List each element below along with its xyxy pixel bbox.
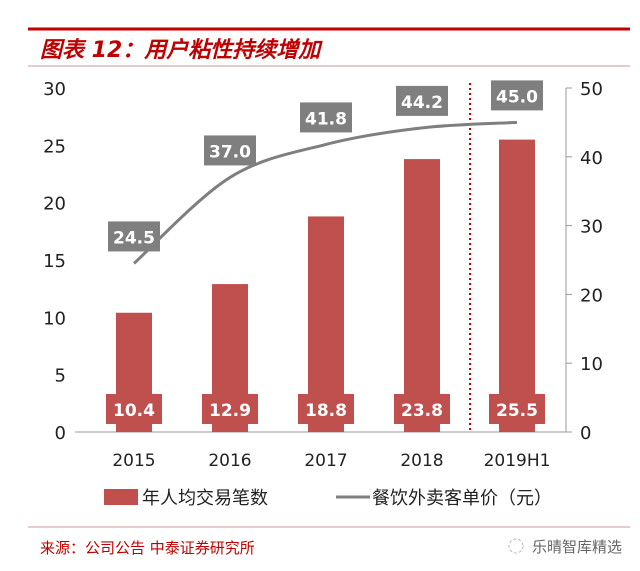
legend-bar-label: 年人均交易笔数	[142, 488, 268, 509]
bar-label-box	[106, 394, 162, 424]
y-left-tick-label: 0	[55, 423, 66, 444]
y-left-tick-label: 30	[43, 79, 66, 100]
line-series	[132, 120, 518, 265]
y-right-tick-label: 20	[580, 285, 603, 306]
legend-bar-swatch	[104, 489, 138, 505]
y-right-tick-label: 50	[580, 79, 603, 100]
line-label-box	[491, 80, 543, 111]
bar-data-label: 12.9	[209, 401, 251, 421]
line-label-box	[108, 221, 160, 252]
bar-data-label: 10.4	[113, 401, 155, 421]
x-tick-label: 2018	[400, 451, 443, 471]
x-tick-label: 2017	[304, 451, 347, 471]
bar-label-box	[202, 394, 258, 424]
y-left-tick-label: 25	[43, 136, 66, 157]
y-left-tick-label: 5	[55, 366, 66, 387]
bar-label-box	[298, 394, 354, 424]
y-right-tick-label: 30	[580, 217, 603, 238]
y-left-tick-label: 10	[43, 308, 66, 329]
bar-data-label: 25.5	[496, 401, 538, 421]
wechat-icon	[508, 538, 524, 554]
x-tick-label: 2019H1	[484, 451, 551, 471]
line-label-box	[204, 135, 256, 166]
y-right-tick-label: 10	[580, 354, 603, 375]
line-data-label: 44.2	[401, 93, 443, 113]
line-data-label: 24.5	[113, 228, 155, 248]
line-data-label: 41.8	[305, 109, 347, 129]
x-tick-label: 2016	[208, 451, 251, 471]
y-left-tick-label: 20	[43, 194, 66, 215]
bar	[404, 159, 440, 433]
bar-label-box	[489, 394, 545, 424]
bar	[499, 139, 535, 432]
bar-data-label: 18.8	[305, 401, 347, 421]
source-note: 来源：公司公告 中泰证券研究所	[40, 539, 255, 557]
bar-data-label: 23.8	[401, 401, 443, 421]
legend-line-label: 餐饮外卖客单价（元）	[372, 488, 552, 509]
bar-label-box	[394, 394, 450, 424]
y-right-tick-label: 40	[580, 148, 603, 169]
y-right-tick-label: 0	[580, 423, 591, 444]
y-left-tick-label: 15	[43, 251, 66, 272]
chart-title: 图表 12：用户粘性持续增加	[40, 37, 323, 63]
watermark: 乐晴智库精选	[532, 538, 622, 556]
line-label-box	[396, 85, 448, 116]
x-tick-label: 2015	[112, 451, 155, 471]
line-label-box	[300, 102, 352, 133]
line-data-label: 45.0	[496, 87, 538, 107]
line-data-label: 37.0	[209, 142, 251, 162]
